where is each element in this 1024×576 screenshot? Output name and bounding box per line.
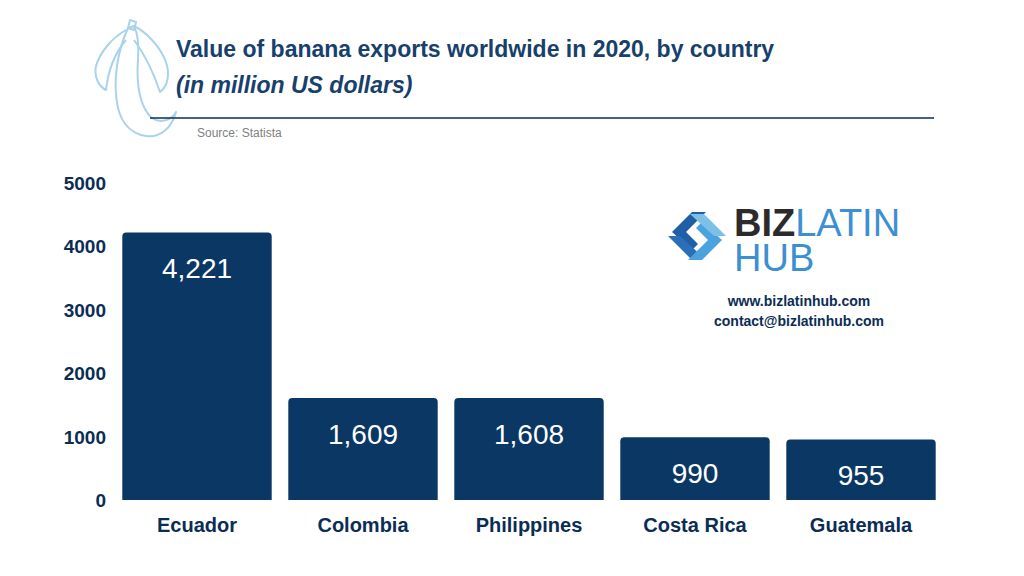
website: www.bizlatinhub.com bbox=[727, 293, 871, 309]
chart-root: Value of banana exports worldwide in 202… bbox=[0, 0, 1024, 576]
title-rule bbox=[150, 117, 934, 119]
subtitle: (in million US dollars) bbox=[176, 72, 412, 98]
data-label: 1,608 bbox=[494, 419, 564, 450]
banana-peel bbox=[134, 26, 168, 92]
x-tick-label: Ecuador bbox=[157, 514, 237, 536]
x-axis: Ecuador Colombia Philippines Costa Rica Guat… bbox=[157, 514, 913, 536]
data-labels: 4,221 1,609 1,608 990 955 bbox=[162, 253, 884, 491]
y-tick-label: 3000 bbox=[64, 300, 106, 321]
email: contact@bizlatinhub.com bbox=[714, 313, 884, 329]
data-label: 955 bbox=[838, 460, 885, 491]
y-tick-label: 1000 bbox=[64, 427, 106, 448]
data-label: 990 bbox=[672, 458, 719, 489]
logo-text: HUB bbox=[734, 237, 814, 279]
x-tick-label: Philippines bbox=[476, 514, 583, 536]
x-tick-label: Colombia bbox=[317, 514, 409, 536]
y-tick-label: 2000 bbox=[64, 363, 106, 384]
banana-stem bbox=[128, 20, 136, 30]
y-tick-label: 4000 bbox=[64, 236, 106, 257]
y-tick-label: 0 bbox=[95, 490, 106, 511]
bar bbox=[620, 437, 769, 500]
bar bbox=[288, 398, 437, 500]
y-axis: 0 1000 2000 3000 4000 5000 bbox=[64, 173, 110, 511]
logo-mark bbox=[690, 214, 726, 236]
bar bbox=[122, 232, 271, 500]
x-tick-label: Costa Rica bbox=[643, 514, 747, 536]
bar bbox=[454, 398, 603, 500]
x-tick-label: Guatemala bbox=[810, 514, 913, 536]
bars bbox=[122, 232, 935, 500]
y-tick-label: 5000 bbox=[64, 173, 106, 194]
bar bbox=[786, 439, 935, 500]
logo: BIZLATINHUB bbox=[668, 202, 900, 279]
chart: Value of banana exports worldwide in 202… bbox=[0, 0, 1024, 576]
banana-peel bbox=[95, 30, 126, 90]
banana-icon bbox=[95, 20, 176, 136]
source: Source: Statista bbox=[197, 126, 282, 140]
data-label: 4,221 bbox=[162, 253, 232, 284]
title: Value of banana exports worldwide in 202… bbox=[176, 36, 774, 62]
data-label: 1,609 bbox=[328, 419, 398, 450]
